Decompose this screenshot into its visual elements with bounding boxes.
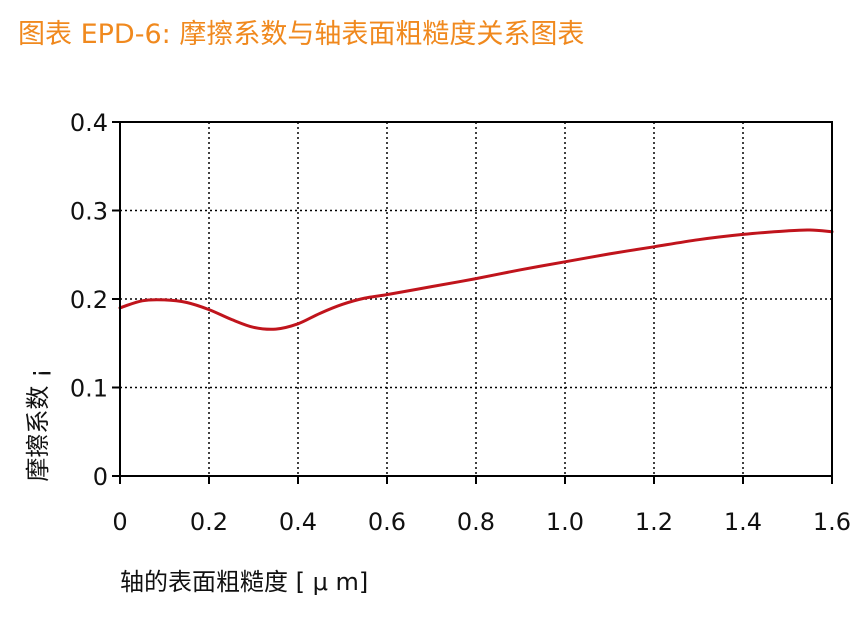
x-tick-label: 1.2 (635, 508, 673, 536)
y-tick-label: 0.3 (70, 198, 108, 226)
x-tick-label: 0.8 (457, 508, 495, 536)
x-tick-label: 0 (112, 508, 127, 536)
y-axis-title: 摩擦系数 ¡ (24, 368, 52, 481)
x-tick-labels: 0 0.2 0.4 0.6 0.8 1.0 1.2 1.4 1.6 (112, 508, 851, 536)
y-tick-label: 0.1 (70, 375, 108, 403)
x-tick-label: 0.4 (279, 508, 317, 536)
x-tick-label: 0.6 (368, 508, 406, 536)
x-tick-label: 1.6 (813, 508, 851, 536)
page-title: 图表 EPD-6: 摩擦系数与轴表面粗糙度关系图表 (18, 19, 585, 50)
x-tick-label: 1.4 (724, 508, 762, 536)
series-group (118, 228, 834, 331)
x-axis-title: 轴的表面粗糙度 [ μ m] (120, 568, 368, 596)
y-tick-label: 0.2 (70, 286, 108, 314)
plot-frame (119, 121, 833, 477)
series-line (118, 228, 834, 331)
y-tick-label: 0 (93, 463, 108, 491)
y-tick-labels: 0 0.1 0.2 0.3 0.4 (70, 109, 108, 491)
x-tick-label: 1.0 (546, 508, 584, 536)
x-tick-label: 0.2 (190, 508, 228, 536)
y-tick-label: 0.4 (70, 109, 108, 137)
tick-marks (112, 121, 833, 484)
grid-lines (120, 122, 832, 476)
